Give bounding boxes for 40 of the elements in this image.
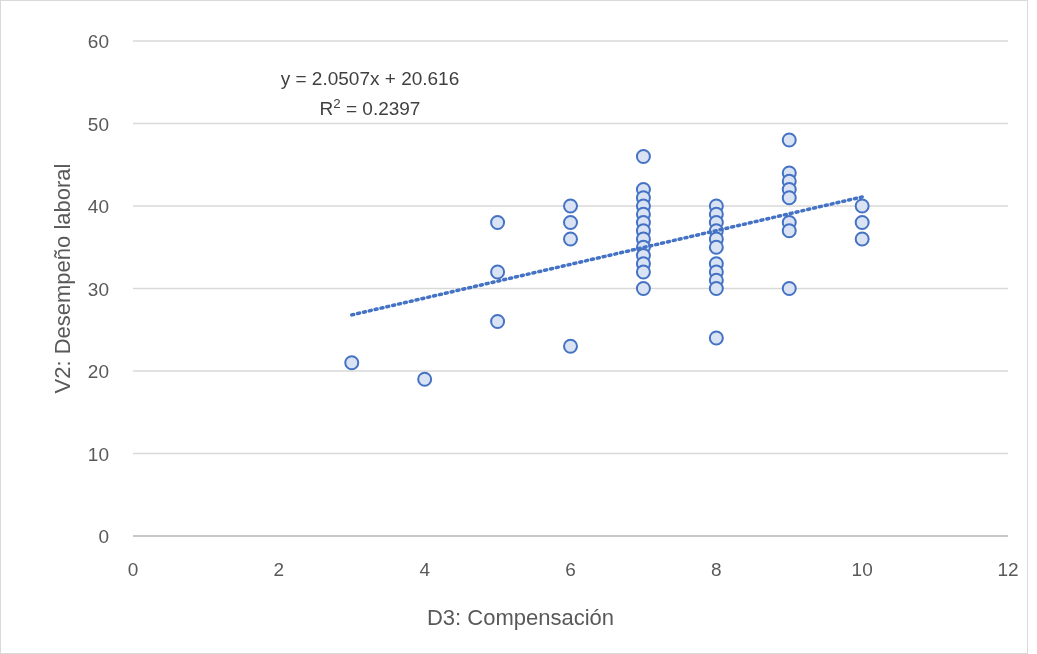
y-tick-label: 50: [87, 113, 109, 135]
x-tick-label: 8: [711, 559, 722, 580]
point: [563, 198, 578, 214]
point: [708, 239, 724, 255]
x-tick-label: 2: [273, 559, 285, 580]
x-tick-label: 12: [997, 559, 1019, 580]
point: [781, 132, 797, 148]
x-tick-label: 4: [419, 559, 431, 580]
point: [490, 264, 506, 280]
x-axis-title: D3: Compensación: [426, 605, 615, 630]
y-tick-label: 0: [98, 526, 109, 547]
point: [635, 264, 651, 280]
point: [781, 190, 797, 206]
point: [563, 338, 578, 354]
point: [417, 371, 433, 387]
annotation: R$^{2}$ = 0.2397: [319, 95, 421, 119]
y-tick-label: 10: [87, 443, 109, 465]
point: [854, 231, 870, 247]
y-tick-label: 60: [87, 31, 109, 52]
x-tick-label: 6: [565, 559, 576, 580]
y-tick-label: 30: [87, 278, 109, 300]
point: [781, 223, 797, 239]
point: [635, 149, 651, 164]
x-tick-label: 10: [851, 559, 873, 580]
annotation: y = 2.0507x + 20.616: [280, 68, 460, 89]
point: [708, 281, 724, 296]
point: [563, 231, 578, 247]
y-axis-title: V2: Desempeño laboral: [50, 163, 75, 394]
point: [854, 215, 870, 230]
point: [781, 281, 797, 296]
x-tick-label: 0: [127, 559, 139, 580]
point: [490, 215, 506, 230]
y-tick-label: 20: [87, 361, 109, 382]
point: [563, 215, 578, 230]
point: [490, 314, 506, 329]
y-tick-label: 40: [87, 196, 109, 217]
point: [854, 198, 870, 214]
point: [708, 330, 724, 346]
point: [344, 355, 360, 371]
point: [635, 281, 651, 296]
